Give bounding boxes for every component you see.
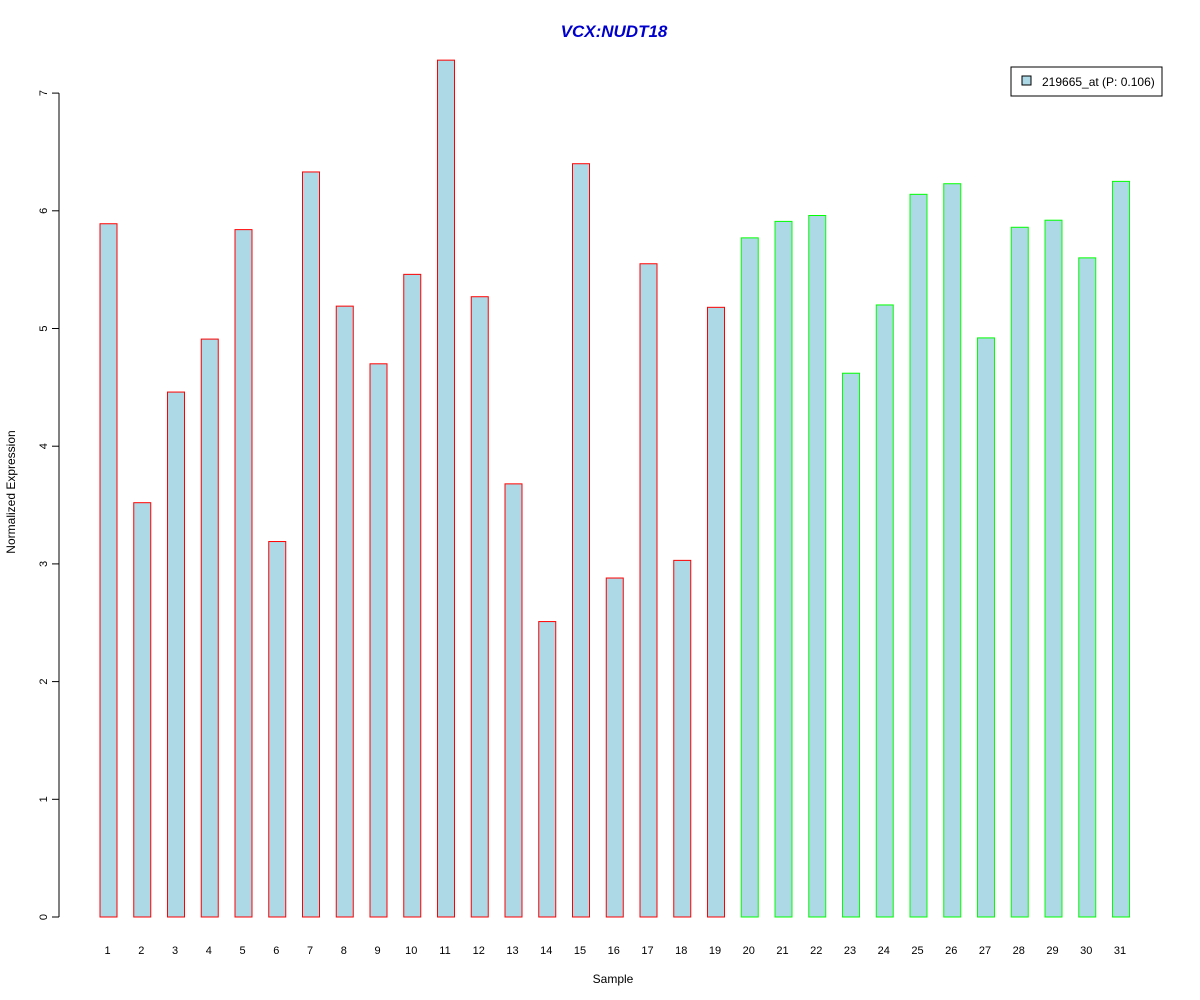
bars-group [99, 59, 1130, 918]
bar-sample-27 [977, 337, 995, 918]
x-tick-label: 23 [844, 945, 856, 957]
x-tick-label: 14 [540, 945, 552, 957]
bar-sample-21 [774, 220, 793, 918]
bar-sample-4 [200, 338, 219, 918]
bar-sample-18 [673, 559, 692, 918]
bar-sample-3 [167, 391, 185, 918]
bar-sample-19 [707, 306, 725, 918]
bar-sample-26 [943, 183, 962, 918]
x-tick-label: 7 [307, 945, 313, 957]
x-axis-label: Sample [593, 972, 634, 986]
x-tick-label: 2 [138, 945, 144, 957]
x-tick-label: 10 [405, 945, 417, 957]
x-tick-label: 30 [1080, 945, 1092, 957]
x-tick-label: 13 [506, 945, 518, 957]
x-tick-label: 21 [776, 945, 788, 957]
y-tick-label: 6 [38, 208, 50, 214]
y-tick-label: 7 [38, 90, 50, 96]
bar-sample-16 [605, 577, 624, 918]
bar-sample-1 [99, 223, 118, 918]
y-tick-label: 4 [38, 443, 50, 449]
bar-sample-2 [133, 502, 152, 918]
y-tick-label: 2 [38, 679, 50, 685]
bar-sample-29 [1044, 219, 1063, 918]
bar-sample-15 [572, 163, 590, 918]
x-tick-label: 17 [641, 945, 653, 957]
bar-sample-25 [909, 193, 928, 918]
x-tick-label: 15 [574, 945, 586, 957]
bar-sample-13 [504, 483, 523, 918]
bar-sample-10 [403, 273, 422, 918]
x-axis-tick-labels: 1 2 3 4 5 6 7 8 9 10 11 12 13 14 15 16 17 18 19 20 21 22 23 24 2… [104, 945, 1126, 957]
bar-sample-22 [808, 215, 827, 918]
legend-label: 219665_at (P: 0.106) [1042, 75, 1155, 89]
x-tick-label: 3 [172, 945, 178, 957]
bar-sample-12 [470, 296, 489, 918]
x-tick-label: 22 [810, 945, 822, 957]
chart-title: VCX:NUDT18 [561, 22, 668, 41]
bar-sample-9 [369, 363, 388, 918]
x-tick-label: 19 [709, 945, 721, 957]
legend-box [1010, 66, 1163, 97]
x-tick-label: 27 [979, 945, 991, 957]
bar-sample-17 [639, 263, 658, 918]
bar-sample-14 [538, 621, 557, 918]
x-tick-label: 20 [743, 945, 755, 957]
x-tick-label: 11 [439, 945, 450, 957]
y-axis: 0 1 2 3 4 5 6 7 [38, 90, 60, 920]
x-tick-label: 9 [374, 945, 380, 957]
x-tick-label: 28 [1013, 945, 1025, 957]
y-tick-label: 0 [38, 914, 50, 920]
x-tick-label: 6 [273, 945, 279, 957]
x-tick-label: 1 [104, 945, 110, 957]
legend: 219665_at (P: 0.106) [1010, 66, 1163, 97]
x-tick-label: 8 [341, 945, 347, 957]
bar-sample-23 [842, 372, 860, 918]
bar-sample-5 [234, 229, 253, 918]
y-tick-label: 5 [38, 325, 50, 331]
y-tick-label: 3 [38, 561, 50, 567]
x-tick-label: 18 [675, 945, 687, 957]
bar-sample-24 [875, 304, 894, 918]
bar-sample-11 [437, 59, 455, 918]
bar-sample-31 [1112, 180, 1130, 918]
x-tick-label: 26 [945, 945, 957, 957]
bar-sample-30 [1078, 257, 1097, 918]
x-tick-label: 16 [608, 945, 620, 957]
legend-swatch [1021, 75, 1032, 86]
y-axis-label: Normalized Expression [4, 430, 18, 553]
bar-sample-7 [302, 171, 320, 918]
x-tick-label: 4 [206, 945, 212, 957]
y-tick-label: 1 [38, 796, 50, 802]
bar-sample-28 [1010, 226, 1029, 918]
x-tick-label: 24 [878, 945, 890, 957]
bar-sample-6 [268, 541, 287, 918]
x-tick-label: 31 [1114, 945, 1126, 957]
x-tick-label: 5 [239, 945, 245, 957]
x-tick-label: 29 [1046, 945, 1058, 957]
x-tick-label: 25 [911, 945, 923, 957]
bar-sample-20 [740, 237, 759, 918]
x-tick-label: 12 [473, 945, 485, 957]
bar-sample-8 [335, 305, 354, 918]
